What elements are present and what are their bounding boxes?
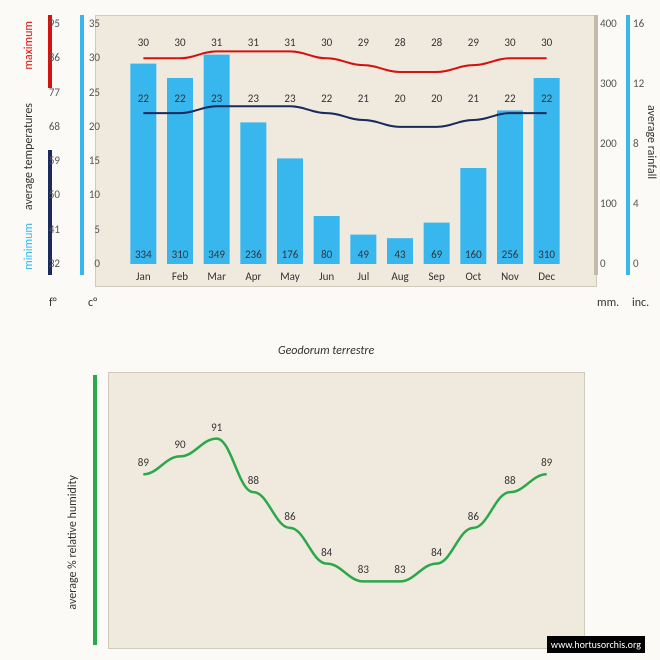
f-tick: 59 — [42, 154, 60, 167]
min-temp-value: 23 — [205, 92, 229, 105]
inc-unit: inc. — [632, 296, 649, 310]
month-label: Aug — [385, 270, 415, 283]
max-temp-value: 31 — [205, 36, 229, 49]
inc-tick: 8 — [633, 137, 639, 150]
month-label: Feb — [165, 270, 195, 283]
min-temp-value: 21 — [351, 92, 375, 105]
f-tick: 32 — [42, 257, 60, 270]
max-temp-value: 30 — [535, 36, 559, 49]
c-tick: 20 — [82, 120, 100, 133]
f-unit: f° — [49, 296, 57, 310]
rain-value: 349 — [202, 248, 232, 261]
c-tick: 5 — [82, 223, 100, 236]
mm-tick: 400 — [600, 17, 617, 30]
min-temp-value: 20 — [388, 92, 412, 105]
c-tick: 25 — [82, 86, 100, 99]
min-temp-value: 22 — [535, 92, 559, 105]
rain-value: 334 — [128, 248, 158, 261]
rain-value: 160 — [458, 248, 488, 261]
min-temp-value: 23 — [241, 92, 265, 105]
humidity-value: 83 — [388, 563, 412, 576]
inc-tick: 4 — [633, 197, 639, 210]
label-maximum: maximum — [22, 21, 36, 70]
f-tick: 41 — [42, 223, 60, 236]
inc-tick: 0 — [633, 257, 639, 270]
f-tick: 77 — [42, 86, 60, 99]
min-temp-value: 23 — [278, 92, 302, 105]
rain-value: 256 — [495, 248, 525, 261]
max-temp-value: 31 — [278, 36, 302, 49]
f-tick: 86 — [42, 51, 60, 64]
month-label: Apr — [238, 270, 268, 283]
month-label: Jun — [312, 270, 342, 283]
max-temp-value: 29 — [351, 36, 375, 49]
max-temp-value: 30 — [131, 36, 155, 49]
label-avg-temp: average temperatures — [22, 103, 36, 210]
mm-tick: 100 — [600, 197, 617, 210]
month-label: Jan — [128, 270, 158, 283]
rain-value: 176 — [275, 248, 305, 261]
min-temp-value: 22 — [315, 92, 339, 105]
inc-tick: 12 — [633, 77, 644, 90]
humidity-value: 88 — [241, 474, 265, 487]
mm-unit: mm. — [597, 296, 619, 310]
max-temp-value: 28 — [388, 36, 412, 49]
rain-value: 49 — [348, 248, 378, 261]
mm-tick: 0 — [600, 257, 606, 270]
label-humidity: average % relative humidity — [66, 475, 80, 610]
c-tick: 0 — [82, 257, 100, 270]
mm-tick: 200 — [600, 137, 617, 150]
month-label: Mar — [202, 270, 232, 283]
month-label: May — [275, 270, 305, 283]
max-temp-value: 28 — [425, 36, 449, 49]
humidity-value: 84 — [425, 546, 449, 559]
humidity-value: 86 — [278, 510, 302, 523]
max-temp-value: 31 — [241, 36, 265, 49]
month-label: Dec — [532, 270, 562, 283]
humidity-value: 88 — [498, 474, 522, 487]
c-tick: 30 — [82, 51, 100, 64]
inc-tick: 16 — [633, 17, 644, 30]
species-title: Geodorum terrestre — [278, 344, 374, 358]
c-tick: 10 — [82, 188, 100, 201]
humidity-value: 84 — [315, 546, 339, 559]
rain-value: 69 — [422, 248, 452, 261]
rain-value: 310 — [532, 248, 562, 261]
label-avg-rainfall: average rainfall — [644, 105, 658, 179]
humidity-value: 90 — [168, 438, 192, 451]
month-label: Jul — [348, 270, 378, 283]
month-label: Nov — [495, 270, 525, 283]
min-temp-value: 22 — [168, 92, 192, 105]
max-temp-value: 30 — [168, 36, 192, 49]
rain-value: 80 — [312, 248, 342, 261]
f-tick: 68 — [42, 120, 60, 133]
watermark: www.hortusorchis.org — [547, 636, 645, 653]
c-tick: 15 — [82, 154, 100, 167]
humidity-value: 86 — [461, 510, 485, 523]
humidity-value: 83 — [351, 563, 375, 576]
c-unit: c° — [88, 296, 97, 310]
min-temp-value: 20 — [425, 92, 449, 105]
min-temp-value: 22 — [131, 92, 155, 105]
c-tick: 35 — [82, 17, 100, 30]
month-label: Sep — [422, 270, 452, 283]
f-tick: 95 — [42, 17, 60, 30]
humidity-value: 89 — [535, 456, 559, 469]
mm-tick: 300 — [600, 77, 617, 90]
rain-value: 310 — [165, 248, 195, 261]
label-minimum: minimum — [22, 223, 36, 270]
rain-value: 43 — [385, 248, 415, 261]
f-tick: 50 — [42, 188, 60, 201]
max-temp-value: 30 — [315, 36, 339, 49]
rain-value: 236 — [238, 248, 268, 261]
max-temp-value: 29 — [461, 36, 485, 49]
month-label: Oct — [458, 270, 488, 283]
humidity-value: 89 — [131, 456, 155, 469]
max-temp-value: 30 — [498, 36, 522, 49]
min-temp-value: 21 — [461, 92, 485, 105]
min-temp-value: 22 — [498, 92, 522, 105]
humidity-value: 91 — [205, 421, 229, 434]
